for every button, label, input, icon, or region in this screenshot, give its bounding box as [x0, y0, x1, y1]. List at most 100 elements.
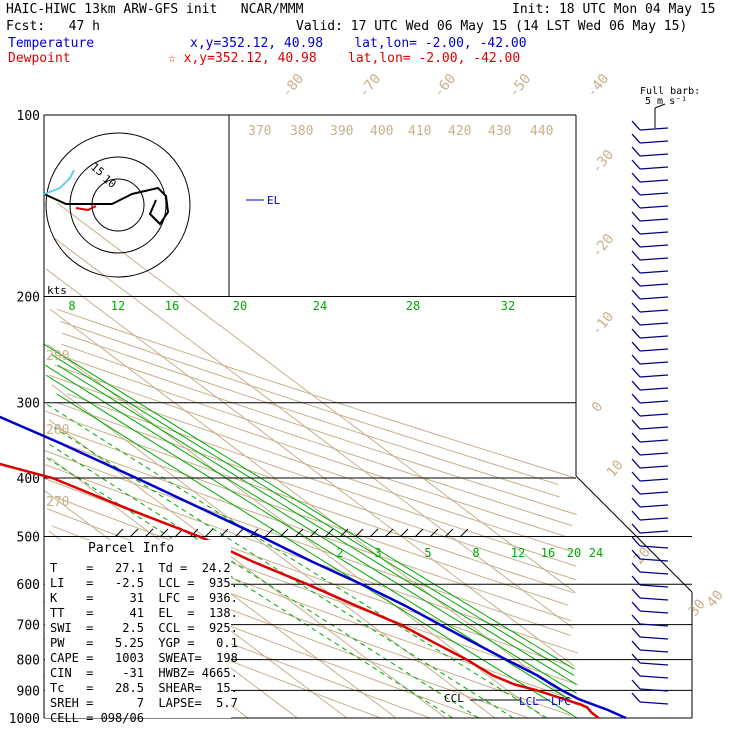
wind-barb-shaft — [639, 610, 669, 614]
wind-barb — [631, 159, 669, 170]
sounding-traces — [0, 199, 627, 720]
wind-barb-shaft — [639, 218, 669, 222]
wind-barb-flag — [631, 484, 641, 495]
isobar-lines — [43, 114, 693, 719]
mixing-ratio-line — [44, 402, 548, 719]
parcel-info-row: SWI = 2.5 CCL = 925. — [50, 621, 238, 635]
mixing-ratio-label: 28 — [406, 299, 420, 313]
wind-barb-shaft — [639, 491, 669, 495]
wind-barb-flag — [631, 549, 641, 560]
hatch-mark — [204, 528, 214, 538]
pressure-tick-label: 600 — [17, 578, 40, 593]
parcel-info-row: K = 31 LFC = 936. — [50, 591, 238, 605]
init-time: Init: 18 UTC Mon 04 May 15 — [512, 2, 716, 17]
wind-barb — [631, 341, 669, 352]
theta-tick-label: 410 — [408, 124, 431, 139]
isotherm-tick-label: -10 — [589, 309, 618, 339]
mixing-ratio-line — [51, 354, 575, 676]
wind-barb — [631, 419, 669, 430]
dry-adiabat-line — [44, 449, 572, 637]
wind-barb-shaft — [639, 309, 669, 313]
wind-barb-shaft — [639, 400, 669, 404]
wind-barb — [631, 120, 669, 131]
wind-barb-flag — [631, 666, 641, 677]
wind-barb-flag — [631, 302, 641, 313]
wind-barb — [631, 250, 669, 261]
mixing-ratio-label: 12 — [511, 546, 525, 560]
wind-barb-flag — [631, 419, 641, 430]
wind-barb-shaft — [639, 584, 669, 588]
mixing-ratio-line — [43, 343, 575, 670]
wind-barb-flag — [631, 679, 641, 690]
theta-tick-label: 380 — [290, 124, 313, 139]
wind-barb-flag — [631, 471, 641, 482]
mixing-ratio-lines — [43, 343, 578, 719]
ccl-annotation: CCL — [444, 692, 464, 705]
mixing-ratio-line — [47, 442, 480, 719]
hodograph-ring-label: 10 — [100, 172, 119, 190]
wind-barb-shaft — [639, 374, 669, 378]
mixing-ratio-label: 2 — [336, 546, 343, 560]
hatch-mark — [399, 528, 409, 538]
wind-barb-shaft — [639, 662, 669, 666]
wind-barb-shaft — [639, 348, 669, 352]
theta-tick-label: 440 — [530, 124, 553, 139]
wind-barb-flag — [631, 211, 641, 222]
parcel-info-box — [45, 540, 231, 718]
wind-barb — [631, 575, 669, 588]
mixing-ratio-label: 5 — [424, 546, 431, 560]
wind-barb-shaft — [639, 623, 669, 627]
wind-barb — [631, 289, 669, 300]
isotherm-tick-label: -20 — [589, 231, 618, 261]
dry-adiabat-line — [61, 343, 577, 516]
wind-barb-flag — [631, 640, 641, 651]
isotherm-line — [49, 308, 577, 705]
theta-tick-label: 400 — [370, 124, 393, 139]
wind-barb — [631, 328, 669, 339]
parcel-info-row: CELL = 098/06 — [50, 711, 144, 725]
wind-barb-shaft — [639, 257, 669, 261]
isotherm-tick-label: 20 — [631, 544, 654, 567]
wind-barb-shaft — [639, 387, 669, 391]
dry-adiabat-line — [58, 354, 573, 527]
theta-tick-label: 280 — [46, 423, 69, 438]
dewpoint-location: ☆ x,y=352.12, 40.98 lat,lon= -2.00, -42.… — [168, 51, 521, 66]
hodograph-trace-upper — [43, 169, 75, 195]
wind-barb-flag — [631, 237, 641, 248]
pressure-tick-label: 800 — [17, 654, 40, 669]
hodograph-units-label: kts — [47, 284, 67, 297]
isotherm-tick-label: -40 — [584, 71, 613, 101]
wind-barb-shaft — [639, 413, 669, 417]
hatch-mark — [279, 528, 289, 538]
wind-barb-shaft — [639, 231, 669, 235]
wind-barb-shaft — [639, 166, 669, 170]
wind-barb-shaft — [639, 558, 669, 562]
isotherm-tick-label: 10 — [604, 457, 627, 480]
dewpoint-trace — [0, 462, 600, 719]
mixing-ratio-label: 20 — [567, 546, 581, 560]
parcel-info-title: Parcel Info — [88, 541, 174, 556]
wind-barb — [631, 198, 669, 209]
hatch-mark — [459, 528, 469, 538]
isotherm-line — [56, 202, 576, 594]
wind-barb-flag — [631, 172, 641, 183]
wind-barb-shaft — [639, 478, 669, 482]
isotherm-tick-label: -60 — [431, 71, 460, 101]
theta-tick-label: 370 — [248, 124, 271, 139]
wind-barb-shaft — [639, 426, 669, 430]
theta-tick-label: 270 — [46, 495, 69, 510]
wind-barb-flag — [631, 627, 641, 638]
wind-barb-shaft — [639, 701, 669, 705]
isotherm-tick-label: 0 — [589, 399, 607, 416]
wind-barb-flag — [631, 198, 641, 209]
barb-scale-label: Full barb: — [640, 86, 700, 97]
wind-barb-shaft — [639, 439, 669, 443]
temperature-trace — [0, 415, 627, 720]
pressure-tick-label: 700 — [17, 619, 40, 634]
hodograph-ring-label: 15 — [88, 160, 107, 178]
hatch-mark — [219, 528, 229, 538]
wind-barb — [631, 497, 669, 508]
wind-barb-shaft — [639, 688, 669, 692]
wind-barb — [631, 185, 669, 196]
